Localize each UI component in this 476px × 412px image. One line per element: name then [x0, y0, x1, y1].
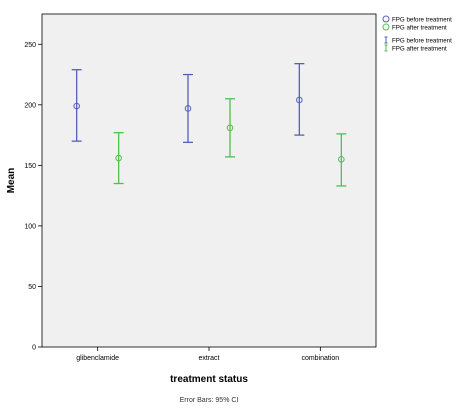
legend-label: FPG before treatment: [392, 17, 452, 24]
legend-label: FPG before treatment: [392, 38, 452, 45]
mean-marker: [296, 96, 303, 104]
y-tick-label: 50: [28, 284, 36, 291]
y-axis-ticks: 0 50 100 150 200 250: [24, 42, 42, 352]
x-tick-label: extract: [198, 355, 219, 362]
x-tick-label: glibenclamide: [76, 355, 119, 362]
legend-marker-icon: [382, 15, 390, 23]
y-tick-label: 250: [24, 42, 36, 49]
y-tick-label: 150: [24, 163, 36, 170]
y-tick-label: 0: [32, 345, 36, 352]
legend-label: FPG after treatment: [392, 46, 447, 53]
x-tick-label: combination: [301, 355, 339, 362]
legend-marker-icon: [382, 23, 390, 31]
y-tick-label: 200: [24, 102, 36, 109]
mean-marker: [184, 105, 192, 112]
y-tick-label: 100: [24, 223, 36, 230]
mean-marker: [338, 156, 345, 163]
plot-area: [41, 13, 377, 348]
mean-marker: [226, 124, 234, 132]
series-layer: [71, 62, 347, 187]
series-fpg-after: [113, 98, 347, 187]
mean-marker: [73, 102, 80, 110]
legend-label: FPG after treatment: [392, 25, 447, 32]
error-bars-footnote: Error Bars: 95% CI: [180, 397, 239, 404]
mean-marker: [115, 154, 122, 162]
series-fpg-before: [71, 62, 305, 144]
x-axis-label: treatment status: [170, 374, 248, 385]
y-axis-label: Mean: [6, 168, 17, 194]
x-axis-ticks: glibenclamide extract combination: [76, 347, 339, 362]
